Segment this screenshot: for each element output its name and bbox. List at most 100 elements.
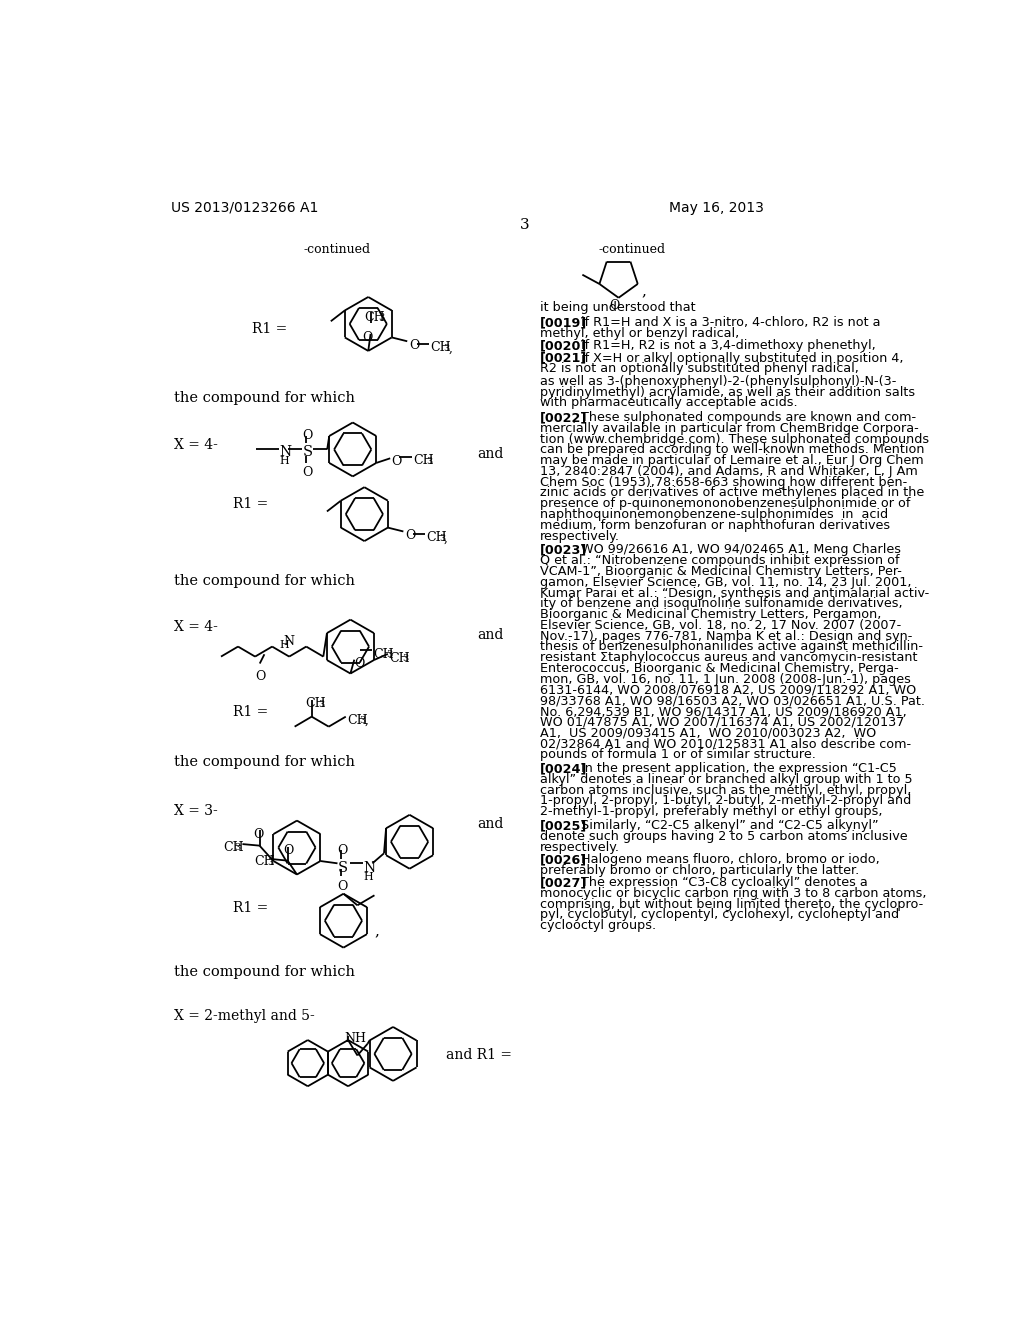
Text: US 2013/0123266 A1: US 2013/0123266 A1: [171, 201, 318, 215]
Text: [0026]: [0026]: [541, 853, 588, 866]
Text: S: S: [338, 861, 347, 875]
Text: ity of benzene and isoquinoline sulfonamide derivatives,: ity of benzene and isoquinoline sulfonam…: [541, 598, 903, 610]
Text: These sulphonated compounds are known and com-: These sulphonated compounds are known an…: [572, 411, 916, 424]
Text: The expression “C3-C8 cycloalkyl” denotes a: The expression “C3-C8 cycloalkyl” denote…: [572, 876, 867, 890]
Text: and R1 =: and R1 =: [445, 1048, 512, 1061]
Text: [0027]: [0027]: [541, 876, 588, 890]
Text: Q et al.: “Nitrobenzene compounds inhibit expression of: Q et al.: “Nitrobenzene compounds inhibi…: [541, 554, 900, 568]
Text: pyl, cyclobutyl, cyclopentyl, cyclohexyl, cycloheptyl and: pyl, cyclobutyl, cyclopentyl, cyclohexyl…: [541, 908, 899, 921]
Text: A1,  US 2009/093415 A1,  WO 2010/003023 A2,  WO: A1, US 2009/093415 A1, WO 2010/003023 A2…: [541, 726, 877, 739]
Text: comprising, but without being limited thereto, the cyclopro-: comprising, but without being limited th…: [541, 898, 924, 911]
Text: 13, 2840:2847 (2004), and Adams, R and Whitaker, L, J Am: 13, 2840:2847 (2004), and Adams, R and W…: [541, 465, 919, 478]
Text: 3: 3: [520, 218, 529, 232]
Text: preferably bromo or chloro, particularly the latter.: preferably bromo or chloro, particularly…: [541, 863, 859, 876]
Text: Similarly, “C2-C5 alkenyl” and “C2-C5 alkynyl”: Similarly, “C2-C5 alkenyl” and “C2-C5 al…: [572, 818, 879, 832]
Text: H: H: [280, 640, 289, 649]
Text: gamon, Elsevier Science, GB, vol. 11, no. 14, 23 Jul. 2001,: gamon, Elsevier Science, GB, vol. 11, no…: [541, 576, 911, 589]
Text: CH: CH: [347, 714, 368, 726]
Text: O: O: [362, 331, 373, 345]
Text: 3: 3: [401, 653, 409, 663]
Text: NH: NH: [344, 1032, 367, 1045]
Text: ,: ,: [375, 924, 379, 939]
Text: H: H: [280, 455, 290, 466]
Text: if R1=H, R2 is not a 3,4-dimethoxy phenethyl,: if R1=H, R2 is not a 3,4-dimethoxy phene…: [572, 339, 876, 352]
Text: [0025]: [0025]: [541, 818, 588, 832]
Text: VCAM-1”, Bioorganic & Medicinal Chemistry Letters, Per-: VCAM-1”, Bioorganic & Medicinal Chemistr…: [541, 565, 902, 578]
Text: O: O: [302, 466, 312, 479]
Text: ,: ,: [642, 284, 647, 298]
Text: O: O: [302, 429, 312, 442]
Text: alkyl” denotes a linear or branched alkyl group with 1 to 5: alkyl” denotes a linear or branched alky…: [541, 774, 913, 785]
Text: Enterococcus, Bioorganic & Medicinal Chemistry, Perga-: Enterococcus, Bioorganic & Medicinal Che…: [541, 663, 899, 675]
Text: [0023]: [0023]: [541, 544, 588, 557]
Text: H: H: [364, 871, 374, 882]
Text: pounds of formula 1 or of similar structure.: pounds of formula 1 or of similar struct…: [541, 748, 816, 762]
Text: as well as 3-(phenoxyphenyl)-2-(phenylsulphonyl)-N-(3-: as well as 3-(phenoxyphenyl)-2-(phenylsu…: [541, 375, 897, 388]
Text: R1 =: R1 =: [252, 322, 288, 335]
Text: Kumar Parai et al.: “Design, synthesis and antimalarial activ-: Kumar Parai et al.: “Design, synthesis a…: [541, 586, 930, 599]
Text: 3: 3: [317, 700, 325, 709]
Text: the compound for which: the compound for which: [174, 574, 355, 589]
Text: and: and: [477, 628, 503, 642]
Text: -continued: -continued: [598, 243, 666, 256]
Text: WO 01/47875 A1, WO 2007/116374 A1, US 2002/120137: WO 01/47875 A1, WO 2007/116374 A1, US 20…: [541, 715, 904, 729]
Text: ,: ,: [443, 532, 447, 544]
Text: CH: CH: [223, 841, 244, 854]
Text: 2-methyl-1-propyl, preferably methyl or ethyl groups,: 2-methyl-1-propyl, preferably methyl or …: [541, 805, 883, 818]
Text: Halogeno means fluoro, chloro, bromo or iodo,: Halogeno means fluoro, chloro, bromo or …: [572, 853, 880, 866]
Text: O: O: [409, 339, 419, 352]
Text: presence of p-quinonemononobenzenesulphonimide or of: presence of p-quinonemononobenzenesulpho…: [541, 498, 910, 511]
Text: Elsevier Science, GB, vol. 18, no. 2, 17 Nov. 2007 (2007-: Elsevier Science, GB, vol. 18, no. 2, 17…: [541, 619, 901, 632]
Text: pyridinylmethyl) acrylamide, as well as their addition salts: pyridinylmethyl) acrylamide, as well as …: [541, 385, 915, 399]
Text: WO 99/26616 A1, WO 94/02465 A1, Meng Charles: WO 99/26616 A1, WO 94/02465 A1, Meng Cha…: [572, 544, 901, 557]
Text: Nov.-17), pages 776-781, Namba K et al.: Design and syn-: Nov.-17), pages 776-781, Namba K et al.:…: [541, 630, 912, 643]
Text: Bioorganic & Medicinal Chemistry Letters, Pergamon,: Bioorganic & Medicinal Chemistry Letters…: [541, 609, 882, 622]
Text: cyclooctyl groups.: cyclooctyl groups.: [541, 919, 656, 932]
Text: may be made in particular of Lemaire et al., Eur J Org Chem: may be made in particular of Lemaire et …: [541, 454, 924, 467]
Text: O: O: [253, 828, 264, 841]
Text: [0022]: [0022]: [541, 411, 588, 424]
Text: can be prepared according to well-known methods. Mention: can be prepared according to well-known …: [541, 444, 925, 457]
Text: [0019]: [0019]: [541, 317, 588, 329]
Text: O: O: [609, 298, 620, 312]
Text: N: N: [280, 445, 291, 459]
Text: tion (www.chembridge.com). These sulphonated compounds: tion (www.chembridge.com). These sulphon…: [541, 433, 930, 446]
Text: In the present application, the expression “C1-C5: In the present application, the expressi…: [572, 762, 897, 775]
Text: O: O: [338, 879, 348, 892]
Text: if X=H or alkyl optionally substituted in position 4,: if X=H or alkyl optionally substituted i…: [572, 351, 903, 364]
Text: the compound for which: the compound for which: [174, 965, 355, 979]
Text: medium, form benzofuran or naphthofuran derivatives: medium, form benzofuran or naphthofuran …: [541, 519, 891, 532]
Text: -continued: -continued: [304, 243, 371, 256]
Text: mon, GB, vol. 16, no. 11, 1 Jun. 2008 (2008-Jun.-1), pages: mon, GB, vol. 16, no. 11, 1 Jun. 2008 (2…: [541, 673, 911, 686]
Text: zinic acids or derivatives of active methylenes placed in the: zinic acids or derivatives of active met…: [541, 487, 925, 499]
Text: R1 =: R1 =: [232, 902, 268, 916]
Text: respectively.: respectively.: [541, 841, 621, 854]
Text: carbon atoms inclusive, such as the methyl, ethyl, propyl,: carbon atoms inclusive, such as the meth…: [541, 784, 911, 797]
Text: CH: CH: [365, 312, 385, 323]
Text: resistant Σtaphylococcus aureus and vancomycin-resistant: resistant Σtaphylococcus aureus and vanc…: [541, 651, 918, 664]
Text: and: and: [477, 817, 503, 830]
Text: 6131-6144, WO 2008/076918 A2, US 2009/118292 A1, WO: 6131-6144, WO 2008/076918 A2, US 2009/11…: [541, 684, 916, 697]
Text: naphthoquinonemonobenzene-sulphonimides  in  acid: naphthoquinonemonobenzene-sulphonimides …: [541, 508, 889, 521]
Text: CH: CH: [389, 652, 410, 664]
Text: 1-propyl, 2-propyl, 1-butyl, 2-butyl, 2-methyl-2-propyl and: 1-propyl, 2-propyl, 1-butyl, 2-butyl, 2-…: [541, 795, 911, 808]
Text: methyl, ethyl or benzyl radical,: methyl, ethyl or benzyl radical,: [541, 327, 739, 341]
Text: 3: 3: [359, 715, 366, 725]
Text: [0024]: [0024]: [541, 762, 588, 775]
Text: [0020]: [0020]: [541, 339, 588, 352]
Text: Chem Soc (1953),78:658-663 showing how different ben-: Chem Soc (1953),78:658-663 showing how d…: [541, 475, 907, 488]
Text: with pharmaceutically acceptable acids.: with pharmaceutically acceptable acids.: [541, 396, 798, 409]
Text: 98/33768 A1, WO 98/16503 A2, WO 03/026651 A1, U.S. Pat.: 98/33768 A1, WO 98/16503 A2, WO 03/02665…: [541, 694, 926, 708]
Text: X = 2-methyl and 5-: X = 2-methyl and 5-: [174, 1010, 315, 1023]
Text: [0021]: [0021]: [541, 351, 588, 364]
Text: ,: ,: [365, 714, 369, 726]
Text: X = 4-: X = 4-: [174, 438, 218, 451]
Text: 3: 3: [386, 651, 392, 660]
Text: X = 3-: X = 3-: [174, 804, 218, 817]
Text: X = 4-: X = 4-: [174, 620, 218, 635]
Text: S: S: [302, 445, 312, 459]
Text: CH: CH: [430, 342, 452, 354]
Text: 3: 3: [443, 343, 450, 352]
Text: 3: 3: [378, 313, 385, 322]
Text: 3: 3: [426, 457, 432, 466]
